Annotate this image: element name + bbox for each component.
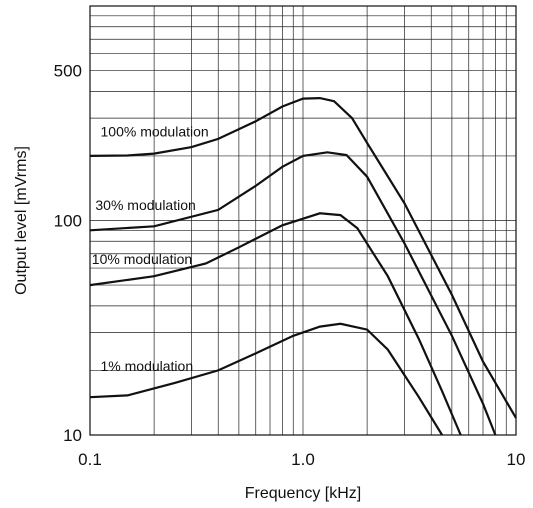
series-label-3: 1% modulation (101, 358, 194, 374)
x-tick-label: 1.0 (291, 450, 315, 469)
x-axis-title: Frequency [kHz] (245, 485, 361, 502)
series-label-layer: 100% modulation 30% modulation 10% modulat… (92, 124, 209, 374)
grid-layer (90, 6, 516, 435)
y-tick-label: 100 (54, 212, 82, 231)
series-line-2 (89, 212, 462, 436)
series-line-1 (89, 151, 497, 436)
series-label-1: 30% modulation (95, 197, 195, 213)
y-tick-label: 500 (54, 62, 82, 81)
series-line-3 (89, 322, 444, 436)
y-axis-title: Output level [mVrms] (13, 146, 30, 295)
y-tick-label: 10 (63, 426, 82, 445)
x-tick-label: 10 (507, 450, 526, 469)
series-layer (89, 96, 517, 436)
plot-frame (89, 5, 517, 436)
series-label-2: 10% modulation (92, 251, 192, 267)
series-line-0 (89, 96, 517, 419)
x-tick-label: 0.1 (78, 450, 102, 469)
tick-label-layer: 0.1 1.0 10 10 100 500 (54, 62, 526, 469)
series-label-0: 100% modulation (101, 124, 209, 140)
